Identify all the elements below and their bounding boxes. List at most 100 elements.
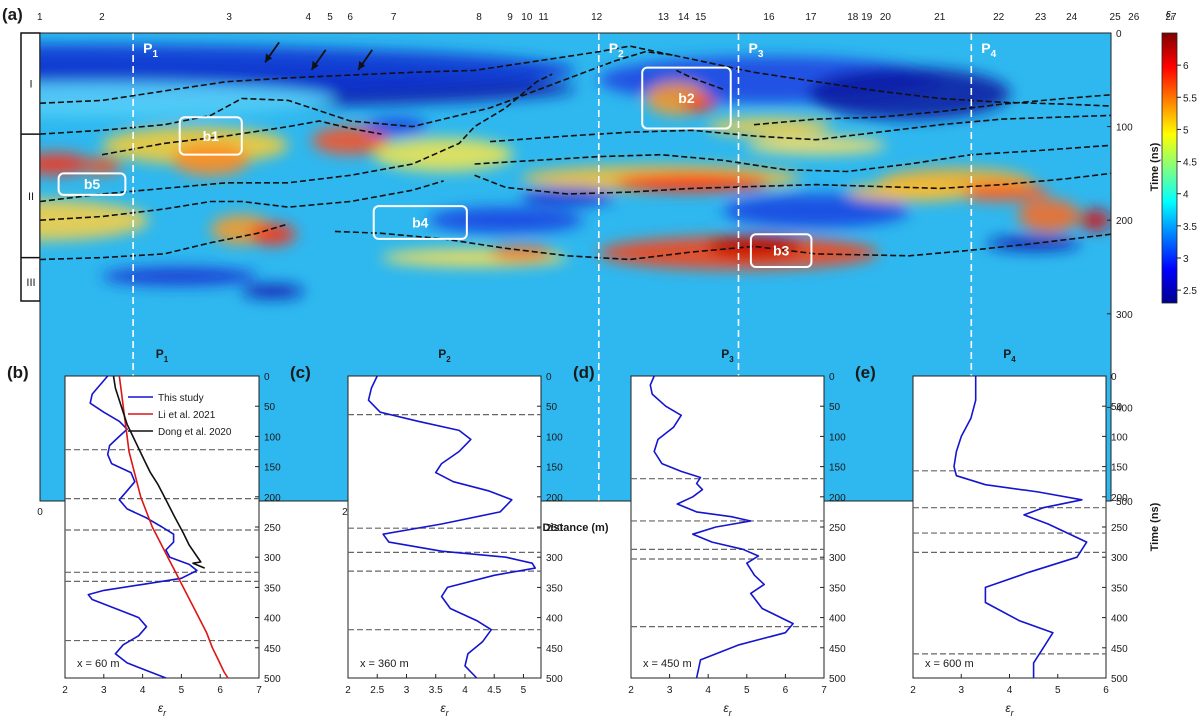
x-tick-label-c-1: 2.5 <box>370 685 384 696</box>
panel-label-d: (d) <box>573 363 595 382</box>
heatmap-blob-34 <box>521 187 615 207</box>
colorbar-strip <box>1161 32 1178 304</box>
y-tick-label-e-200: 200 <box>1111 493 1128 504</box>
x-tick-label-e-0: 2 <box>910 685 916 696</box>
annotation-e: x = 600 m <box>925 658 974 670</box>
legend-label-3: Dong et al. 2020 <box>158 427 232 438</box>
profile-label-sub-4: 4 <box>991 49 997 60</box>
panel-label-a: (a) <box>2 5 23 24</box>
trace-number-15: 15 <box>695 12 707 23</box>
colorbar-tick-label-2.5: 2.5 <box>1183 286 1197 297</box>
trace-number-13: 13 <box>658 12 670 23</box>
highlight-boxes: b1 b2 b3 b4 b5 <box>57 66 813 269</box>
zone-label-III: III <box>26 277 35 289</box>
x-tick-label-d-5: 7 <box>821 685 827 696</box>
box-b3 <box>749 233 813 269</box>
x-tick-label-d-2: 4 <box>705 685 711 696</box>
y-tick-label-a-300: 300 <box>1116 310 1133 321</box>
x-tick-label-e-1: 3 <box>958 685 964 696</box>
trace-number-23: 23 <box>1035 12 1047 23</box>
heatmap-blob-10 <box>40 152 91 176</box>
y-tick-label-d-200: 200 <box>829 493 846 504</box>
colorbar: 2.5 3 3.5 4 4.5 5 5.5 6 εr <box>1161 8 1197 304</box>
plot-frame-d <box>630 375 825 679</box>
trace-number-10: 10 <box>521 12 533 23</box>
x-tick-label-e-4: 6 <box>1103 685 1109 696</box>
panel-a: (a) 1 2 3 4 5 6 7 8 9 10 11 12 13 14 15 16 17 18 19 20 21 22 2… <box>2 5 1197 534</box>
heatmap-blob-35 <box>746 135 886 155</box>
x-tick-label-c-0: 2 <box>345 685 351 696</box>
trace-number-1: 1 <box>37 12 43 23</box>
heatmap-blob-24 <box>490 245 553 261</box>
x-tick-label-b-5: 7 <box>256 685 262 696</box>
y-tick-label-b-50: 50 <box>264 402 276 413</box>
trace-number-26: 26 <box>1128 12 1140 23</box>
trace-number-27: 27 <box>1165 12 1177 23</box>
zone-label-I: I <box>29 79 32 91</box>
colorbar-tick-label-5.5: 5.5 <box>1183 93 1197 104</box>
y-tick-label-d-0: 0 <box>829 372 835 383</box>
trace-number-19: 19 <box>861 12 873 23</box>
y-tick-label-b-0: 0 <box>264 372 270 383</box>
heatmap-blob-5 <box>808 67 1011 121</box>
trace-number-7: 7 <box>391 12 397 23</box>
y-tick-label-d-450: 450 <box>829 644 846 655</box>
x-tick-label-e-3: 5 <box>1055 685 1061 696</box>
heatmap-blob-26 <box>241 283 304 299</box>
heatmap-blob-25 <box>102 267 258 286</box>
x-tick-label-c-2: 3 <box>404 685 410 696</box>
y-tick-label-d-350: 350 <box>829 583 846 594</box>
y-tick-label-e-50: 50 <box>1111 402 1123 413</box>
box-b5 <box>57 172 127 196</box>
y-tick-label-c-100: 100 <box>546 432 563 443</box>
series-line-b-2 <box>118 375 229 679</box>
y-tick-label-c-50: 50 <box>546 402 558 413</box>
profile-label-sub-2: 2 <box>618 49 624 60</box>
trace-number-17: 17 <box>805 12 817 23</box>
annotation-b: x = 60 m <box>77 658 120 670</box>
heatmap-blob-20 <box>707 235 801 258</box>
panel-c: (c)P2x = 360 m2 2.5 3 3.5 4 4.5 50501001502002… <box>290 347 563 718</box>
panel-e: (e)P4x = 600 m2 3 4 5 6050100150200250300350… <box>855 347 1128 718</box>
y-tick-label-b-150: 150 <box>264 463 281 474</box>
arrow-head-1 <box>265 53 273 63</box>
y-tick-label-d-50: 50 <box>829 402 841 413</box>
x-tick-label-b-4: 6 <box>217 685 223 696</box>
y-tick-label-b-200: 200 <box>264 493 281 504</box>
panel-label-b: (b) <box>7 363 29 382</box>
trace-number-24: 24 <box>1066 12 1078 23</box>
colorbar-tick-label-3: 3 <box>1183 254 1189 265</box>
interface-line-2 <box>40 50 677 135</box>
colorbar-tick-label-3.5: 3.5 <box>1183 222 1197 233</box>
legend-label-2: Li et al. 2021 <box>158 410 216 421</box>
y-tick-label-d-100: 100 <box>829 432 846 443</box>
plot-frame-e <box>912 375 1107 679</box>
y-tick-label-e-0: 0 <box>1111 372 1117 383</box>
x-tick-label-b-1: 3 <box>101 685 107 696</box>
y-tick-label-c-400: 400 <box>546 614 563 625</box>
heatmap-blob-11 <box>82 157 122 175</box>
x-axis-label-e: εr <box>1005 701 1014 718</box>
y-tick-label-e-350: 350 <box>1111 583 1128 594</box>
y-axis-label-a: Time (ns) <box>1149 142 1161 191</box>
panel-title-sub-b: 1 <box>164 355 169 364</box>
interface-line-12 <box>676 69 724 90</box>
heatmap-blob-33 <box>365 117 429 136</box>
arrows <box>264 41 373 71</box>
x-axis-label-a: Distance (m) <box>542 522 608 534</box>
y-tick-label-e-450: 450 <box>1111 644 1128 655</box>
x-axis-label-b: εr <box>158 701 167 718</box>
trace-number-2: 2 <box>99 12 105 23</box>
heatmap-blob-16 <box>682 96 717 112</box>
y-tick-label-b-100: 100 <box>264 432 281 443</box>
colorbar-label: εr <box>1166 8 1174 22</box>
plot-frame-c <box>347 375 542 679</box>
trace-number-9: 9 <box>507 12 513 23</box>
heatmap-blob-28 <box>722 193 910 228</box>
interface-line-5 <box>40 180 444 221</box>
colorbar-ticks: 2.5 3 3.5 4 4.5 5 5.5 6 <box>1177 61 1197 297</box>
trace-number-11: 11 <box>538 12 549 23</box>
heatmap-blob-8 <box>311 126 390 155</box>
series-line-e-1 <box>953 376 1088 678</box>
